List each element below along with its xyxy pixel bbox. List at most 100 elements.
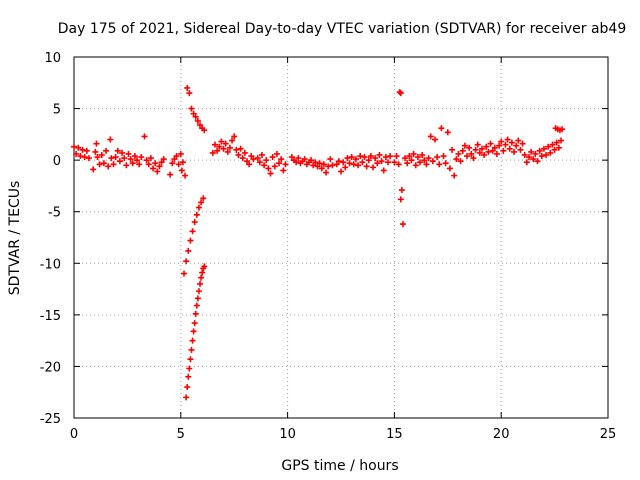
data-point (211, 141, 218, 148)
data-point (83, 147, 90, 154)
data-point (374, 160, 381, 167)
data-point (481, 151, 488, 158)
data-point (188, 105, 195, 112)
data-point (348, 154, 355, 161)
data-point (359, 159, 366, 166)
data-point (429, 158, 436, 165)
data-point (559, 126, 566, 133)
data-point (198, 274, 205, 281)
data-point (350, 161, 357, 168)
data-point (123, 162, 130, 169)
data-point (182, 172, 189, 179)
data-point (519, 140, 526, 147)
data-point (145, 161, 152, 168)
data-point (119, 149, 126, 156)
data-point (476, 149, 483, 156)
data-point (110, 161, 117, 168)
data-point (233, 146, 240, 153)
data-point (94, 154, 101, 161)
data-point (200, 195, 207, 202)
data-point (478, 145, 485, 152)
data-point (92, 148, 99, 155)
data-point (449, 146, 456, 153)
data-point (333, 161, 340, 168)
data-point (114, 147, 121, 154)
data-point (398, 187, 405, 194)
data-point (316, 160, 323, 167)
data-point (382, 154, 389, 161)
data-point (177, 150, 184, 157)
data-point (434, 154, 441, 161)
data-point (194, 295, 201, 302)
data-point (75, 144, 82, 151)
axis-ticks (73, 56, 609, 419)
data-point (248, 153, 255, 160)
data-point (470, 155, 477, 162)
data-point (273, 150, 280, 157)
data-point (502, 141, 509, 148)
data-point (193, 302, 200, 309)
data-point (100, 160, 107, 167)
data-point (192, 113, 199, 120)
data-point (96, 161, 103, 168)
data-point (442, 160, 449, 167)
data-point (340, 159, 347, 166)
y-tick-label: -15 (40, 309, 61, 324)
data-point (397, 90, 404, 97)
plot-frame (73, 56, 609, 419)
data-point (254, 155, 261, 162)
data-point (318, 165, 325, 172)
data-point (365, 157, 372, 164)
data-point (534, 158, 541, 165)
data-point (525, 154, 532, 161)
data-point (85, 155, 92, 162)
data-point (108, 155, 115, 162)
x-tick-label: 10 (279, 427, 296, 442)
data-point (370, 164, 377, 171)
data-point (474, 141, 481, 148)
data-point (129, 160, 136, 167)
data-point (423, 161, 430, 168)
data-point (263, 157, 270, 164)
data-point (404, 160, 411, 167)
data-point (276, 160, 283, 167)
data-point (81, 154, 88, 161)
data-point (558, 137, 565, 144)
y-tick-label: -20 (40, 360, 61, 375)
data-point (226, 144, 233, 151)
x-tick-label: 0 (70, 427, 78, 442)
data-point (195, 288, 202, 295)
series-run-5 (254, 150, 289, 177)
y-tick-label: -25 (40, 412, 61, 427)
x-tick-label: 20 (493, 427, 510, 442)
data-point (107, 136, 114, 143)
data-point (231, 133, 238, 140)
data-point (461, 142, 468, 149)
series-run-3 (167, 150, 189, 179)
data-point (218, 138, 225, 145)
data-point (406, 153, 413, 160)
data-point (167, 171, 174, 178)
data-point (327, 156, 334, 163)
data-point (335, 158, 342, 165)
data-point (295, 155, 302, 162)
data-point (451, 172, 458, 179)
data-point (427, 133, 434, 140)
data-point (320, 161, 327, 168)
data-point (201, 263, 208, 270)
data-point (410, 150, 417, 157)
data-point (112, 154, 119, 161)
series-run-6 (288, 154, 336, 176)
data-point (183, 394, 190, 401)
data-point (143, 157, 150, 164)
data-point (198, 199, 205, 206)
data-point (197, 122, 204, 129)
data-point (98, 151, 105, 158)
data-point (271, 163, 278, 170)
data-point (239, 155, 246, 162)
data-point (551, 146, 558, 153)
data-point (489, 147, 496, 154)
data-point (387, 153, 394, 160)
x-axis-label: GPS time / hours (281, 458, 398, 474)
